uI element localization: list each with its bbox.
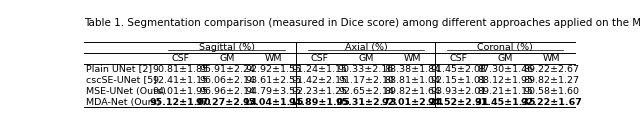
Text: 89.82±1.64: 89.82±1.64: [384, 87, 440, 95]
Text: 96.06±2.14: 96.06±2.14: [199, 76, 255, 85]
Text: CSF: CSF: [310, 54, 328, 63]
Text: MSE-UNet (Ours): MSE-UNet (Ours): [86, 87, 166, 95]
Text: 90.58±1.60: 90.58±1.60: [524, 87, 579, 95]
Text: 89.21±1.15: 89.21±1.15: [477, 87, 533, 95]
Text: 88.81±1.04: 88.81±1.04: [384, 76, 440, 85]
Text: WM: WM: [404, 54, 421, 63]
Text: Table 1. Segmentation comparison (measured in Dice score) among different approa: Table 1. Segmentation comparison (measur…: [84, 18, 640, 28]
Text: 92.23±1.25: 92.23±1.25: [292, 87, 348, 95]
Text: Coronal (%): Coronal (%): [477, 43, 533, 52]
Text: 94.89±1.05: 94.89±1.05: [289, 97, 351, 107]
Text: 92.92±1.55: 92.92±1.55: [245, 65, 301, 74]
Text: 92.65±2.14: 92.65±2.14: [338, 87, 394, 95]
Text: Plain UNet [2]: Plain UNet [2]: [86, 65, 152, 74]
Text: 88.38±1.84: 88.38±1.84: [384, 65, 440, 74]
Text: CSF: CSF: [172, 54, 189, 63]
Text: CSF: CSF: [450, 54, 468, 63]
Text: 89.22±2.67: 89.22±2.67: [524, 65, 579, 74]
Text: 95.91±2.24: 95.91±2.24: [199, 65, 255, 74]
Text: 94.79±3.55: 94.79±3.55: [245, 87, 301, 95]
Text: 97.27±2.14: 97.27±2.14: [196, 97, 258, 107]
Text: 91.24±1.15: 91.24±1.15: [292, 65, 348, 74]
Text: 88.12±1.95: 88.12±1.95: [477, 76, 533, 85]
Text: 92.41±1.15: 92.41±1.15: [152, 76, 209, 85]
Text: MDA-Net (Ours): MDA-Net (Ours): [86, 97, 161, 107]
Text: Axial (%): Axial (%): [344, 43, 387, 52]
Text: 92.01±2.24: 92.01±2.24: [381, 97, 443, 107]
Text: GM: GM: [220, 54, 235, 63]
Text: Sagittal (%): Sagittal (%): [199, 43, 255, 52]
Text: WM: WM: [543, 54, 560, 63]
Text: 95.04±1.15: 95.04±1.15: [243, 97, 304, 107]
Text: 91.45±1.35: 91.45±1.35: [474, 97, 536, 107]
Text: 92.15±1.01: 92.15±1.01: [431, 76, 486, 85]
Text: 87.30±1.46: 87.30±1.46: [477, 65, 533, 74]
Text: 96.96±2.14: 96.96±2.14: [199, 87, 255, 95]
Text: 95.12±1.00: 95.12±1.00: [150, 97, 211, 107]
Text: 92.22±1.67: 92.22±1.67: [520, 97, 582, 107]
Text: WM: WM: [264, 54, 282, 63]
Text: 91.45±2.08: 91.45±2.08: [431, 65, 486, 74]
Text: 95.31±2.73: 95.31±2.73: [335, 97, 397, 107]
Text: 94.52±2.31: 94.52±2.31: [428, 97, 490, 107]
Text: GM: GM: [358, 54, 374, 63]
Text: 93.93±2.01: 93.93±2.01: [431, 87, 487, 95]
Text: 94.01±1.95: 94.01±1.95: [152, 87, 209, 95]
Text: 93.61±2.55: 93.61±2.55: [245, 76, 301, 85]
Text: 91.42±2.15: 91.42±2.15: [292, 76, 348, 85]
Text: 89.82±1.27: 89.82±1.27: [524, 76, 579, 85]
Text: 90.81±1.85: 90.81±1.85: [152, 65, 209, 74]
Text: 91.17±2.10: 91.17±2.10: [338, 76, 394, 85]
Text: cscSE-UNet [5]: cscSE-UNet [5]: [86, 76, 157, 85]
Text: 90.33±2.16: 90.33±2.16: [338, 65, 394, 74]
Text: GM: GM: [497, 54, 513, 63]
